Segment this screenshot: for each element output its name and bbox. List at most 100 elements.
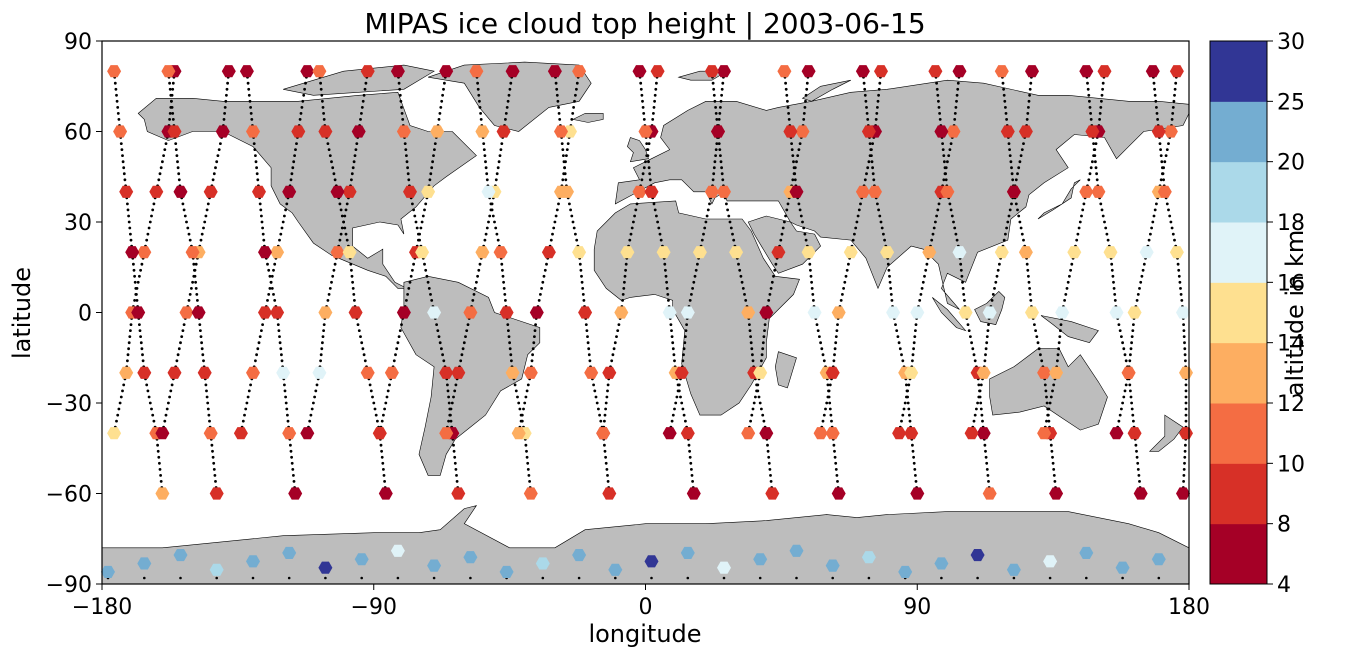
cloud-marker [475,125,490,138]
track-dot [211,178,215,182]
track-dot [285,202,289,206]
cloud-marker-antarctic [173,549,188,562]
track-dot [715,118,719,121]
track-dot [694,268,698,272]
track-dot [623,274,627,278]
track-dot [1160,160,1164,164]
track-dot [352,293,356,296]
track-dot [555,93,559,97]
track-dot [655,214,658,218]
track-dot [279,347,283,351]
track-dot [433,142,437,146]
track-dot [647,142,651,146]
track-dot [1110,268,1114,272]
cloud-marker [807,306,822,319]
track-dot [485,172,489,176]
track-dot [1069,268,1072,272]
track-dot [435,323,438,326]
track-dot [157,455,161,459]
track-dot [621,299,624,302]
track-dot [1170,226,1174,230]
track-dot [692,280,696,284]
track-dot [497,160,501,164]
track-dot [340,226,344,230]
cloud-marker [1109,427,1124,440]
track-dot [505,106,509,109]
track-dot [1131,413,1135,417]
track-dot [691,480,694,483]
track-dot [913,335,917,338]
track-dot [177,172,181,176]
track-dot [190,287,193,290]
track-dot [815,323,819,326]
cloud-marker [711,125,725,138]
y-tick-label: 60 [64,121,92,146]
track-dot [1045,401,1049,405]
track-dot [1140,274,1144,278]
cloud-marker [1151,125,1166,138]
track-dot [257,341,261,345]
cloud-marker [958,306,973,319]
cloud-marker [578,306,593,319]
track-dot [651,118,655,121]
track-dot [203,220,207,224]
track-dot [146,389,150,393]
cloud-marker [318,125,333,138]
track-dot [353,154,357,158]
cloud-marker-antarctic [101,565,115,578]
land-madagascar [774,351,797,389]
track-dot [781,226,785,230]
cloud-marker-antarctic [789,544,804,557]
track-dot [895,329,899,332]
track-dot [825,401,829,405]
track-dot [206,401,210,405]
track-dot [380,419,384,423]
track-dot [285,407,289,411]
track-dot [152,419,156,423]
cloud-marker [173,185,188,198]
track-dot [205,389,208,393]
track-dot [754,395,757,399]
colorbar-bin [1210,463,1267,525]
land-arabian-peninsula [747,215,821,274]
track-dot [935,87,939,91]
track-dot [571,220,575,224]
track-dot [648,172,652,176]
cloud-marker [976,366,991,379]
cloud-marker [1055,306,1070,319]
track-dot [1003,99,1007,103]
track-dot [914,474,917,477]
track-dot [648,178,652,182]
track-dot [255,172,259,176]
track-dot [832,359,836,363]
track-dot [1005,118,1008,121]
track-dot [360,106,364,109]
colorbar-bin [1210,101,1267,163]
track-dot [304,81,307,85]
track-dot [569,208,572,212]
track-dot [1121,341,1124,345]
track-dot [787,118,791,121]
track-dot [379,443,383,447]
track-dot [1165,202,1169,206]
track-dot [876,106,879,109]
track-dot [151,208,155,212]
track-dot [991,293,995,296]
cloud-marker [563,125,577,138]
track-dot [1010,202,1013,206]
track-dot [791,154,795,158]
track-dot [368,383,372,387]
track-dot [801,220,804,224]
track-dot [1161,172,1165,176]
track-dot [691,287,694,290]
track-dot [248,99,252,103]
track-dot [1022,142,1025,146]
track-dot [386,389,390,393]
track-dot [404,148,408,152]
track-dot [1052,468,1056,471]
cloud-marker-antarctic [427,559,442,572]
track-dot [728,220,732,224]
track-dot [539,293,542,296]
track-dot [580,280,584,284]
track-dot [491,214,495,218]
